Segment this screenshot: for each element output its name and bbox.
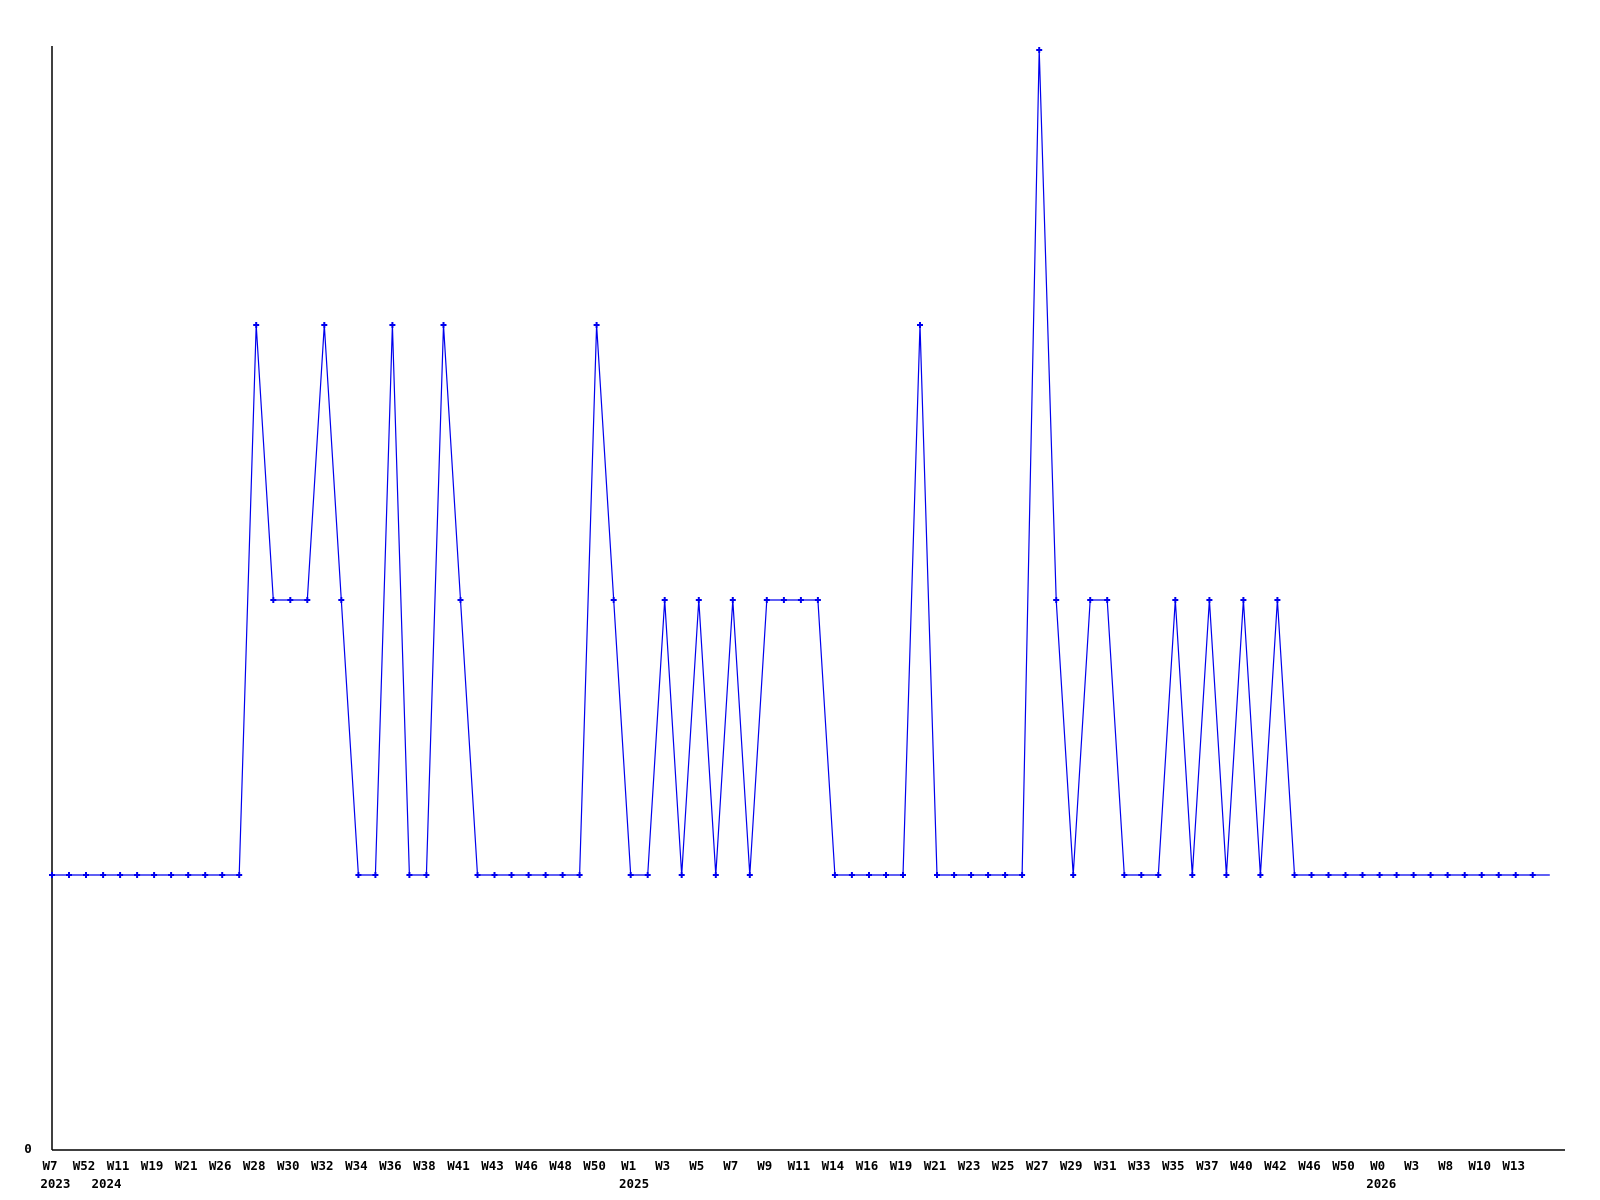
x-tick-label: W33 (1128, 1158, 1151, 1173)
x-tick-label: W3 (1404, 1158, 1419, 1173)
x-tick-label: W40 (1230, 1158, 1253, 1173)
x-tick-label: W25 (992, 1158, 1015, 1173)
x-tick-label: W9 (757, 1158, 772, 1173)
x-tick-label: W41 (447, 1158, 470, 1173)
x-tick-label: W28 (243, 1158, 266, 1173)
x-tick-label: W46 (1298, 1158, 1321, 1173)
x-axis-tick-labels: W7 W52 W11 W19 W21 W26 W28 W30 W32 W34 W36 W38 W41 W4… (42, 1158, 1525, 1173)
x-tick-label: W35 (1162, 1158, 1185, 1173)
x-tick-label: W43 (481, 1158, 504, 1173)
x-tick-label: W30 (277, 1158, 300, 1173)
x-tick-label: W26 (209, 1158, 232, 1173)
x-year-label: 2026 (1366, 1176, 1396, 1191)
x-tick-label: W42 (1264, 1158, 1287, 1173)
x-tick-label: W16 (856, 1158, 879, 1173)
x-tick-label: W34 (345, 1158, 368, 1173)
x-tick-label: W10 (1468, 1158, 1491, 1173)
x-tick-label: W27 (1026, 1158, 1049, 1173)
x-tick-label: W48 (549, 1158, 572, 1173)
x-tick-label: W29 (1060, 1158, 1083, 1173)
x-tick-label: W3 (655, 1158, 670, 1173)
x-tick-label: W23 (958, 1158, 981, 1173)
data-point-markers (49, 47, 1536, 878)
x-tick-label: W52 (73, 1158, 96, 1173)
x-tick-label: W46 (515, 1158, 538, 1173)
x-tick-label: W50 (583, 1158, 606, 1173)
x-tick-label: W7 (42, 1158, 57, 1173)
x-tick-label: W19 (890, 1158, 913, 1173)
series-layer (49, 47, 1550, 878)
x-year-label: 2025 (619, 1176, 649, 1191)
data-series-line (52, 49, 1550, 876)
x-year-label: 2024 (91, 1176, 121, 1191)
x-tick-label: W11 (107, 1158, 130, 1173)
x-tick-label: W36 (379, 1158, 402, 1173)
x-tick-label: W0 (1370, 1158, 1385, 1173)
x-tick-label: W37 (1196, 1158, 1219, 1173)
x-tick-label: W31 (1094, 1158, 1117, 1173)
x-tick-label: W50 (1332, 1158, 1355, 1173)
x-tick-label: W11 (788, 1158, 811, 1173)
x-tick-label: W14 (822, 1158, 845, 1173)
x-tick-label: W38 (413, 1158, 436, 1173)
x-tick-label: W7 (723, 1158, 738, 1173)
x-tick-label: W1 (621, 1158, 636, 1173)
y-axis-zero-label: 0 (24, 1141, 32, 1156)
x-tick-label: W13 (1502, 1158, 1525, 1173)
x-axis-year-labels: 2023 2024 2025 2026 (40, 1176, 1396, 1191)
x-tick-label: W5 (689, 1158, 704, 1173)
x-tick-label: W21 (924, 1158, 947, 1173)
x-tick-label: W19 (141, 1158, 164, 1173)
x-year-label: 2023 (40, 1176, 70, 1191)
x-tick-label: W21 (175, 1158, 198, 1173)
x-tick-label: W8 (1438, 1158, 1453, 1173)
x-tick-label: W32 (311, 1158, 334, 1173)
